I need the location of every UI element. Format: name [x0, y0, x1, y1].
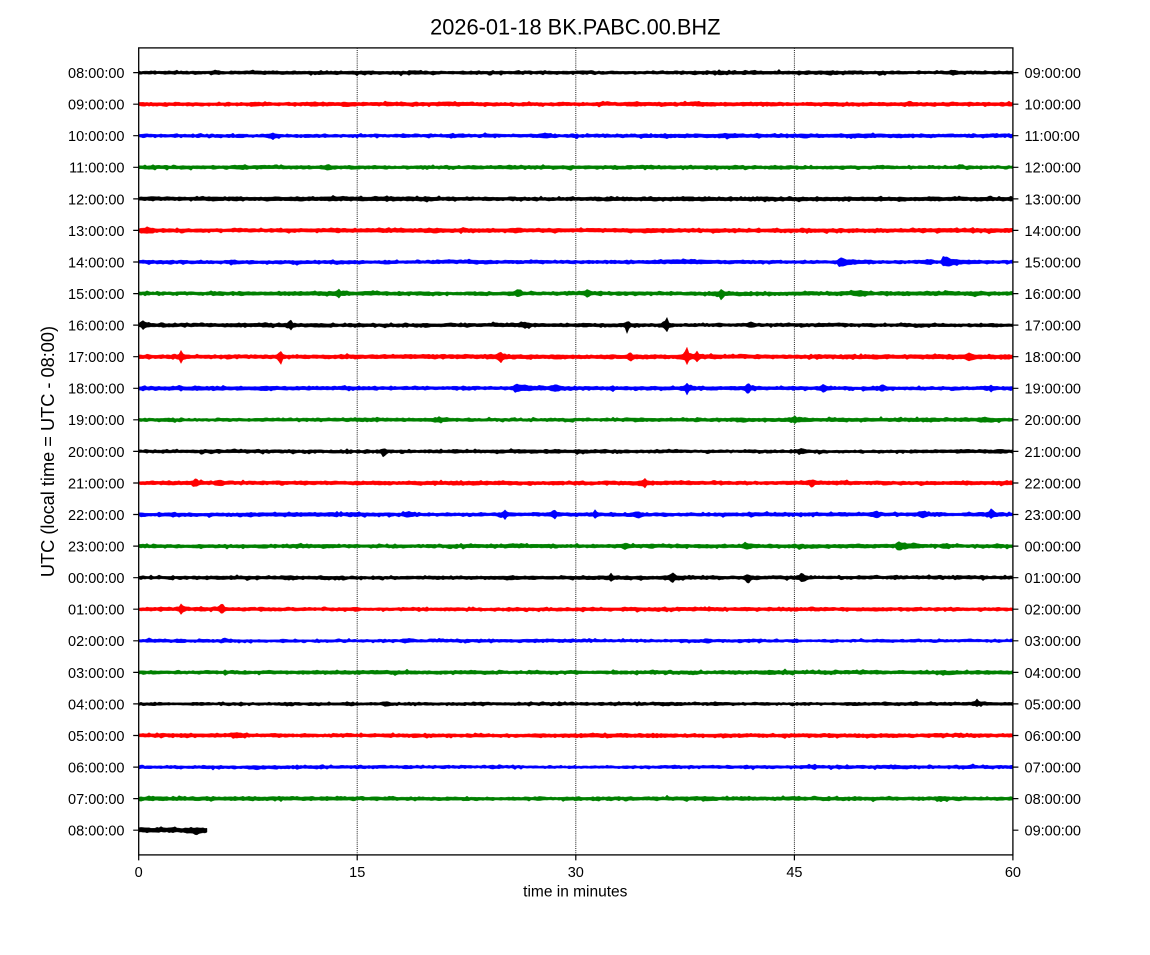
svg-text:07:00:00: 07:00:00 — [1025, 761, 1081, 777]
svg-text:14:00:00: 14:00:00 — [1025, 224, 1081, 240]
svg-text:15:00:00: 15:00:00 — [68, 287, 124, 303]
svg-text:14:00:00: 14:00:00 — [68, 255, 124, 271]
svg-text:17:00:00: 17:00:00 — [1025, 319, 1081, 335]
svg-text:60: 60 — [1005, 865, 1021, 881]
svg-text:15: 15 — [349, 865, 365, 881]
svg-text:15:00:00: 15:00:00 — [1025, 255, 1081, 271]
svg-text:12:00:00: 12:00:00 — [68, 192, 124, 208]
svg-text:06:00:00: 06:00:00 — [1025, 729, 1081, 745]
svg-text:22:00:00: 22:00:00 — [1025, 476, 1081, 492]
svg-text:18:00:00: 18:00:00 — [1025, 350, 1081, 366]
svg-text:13:00:00: 13:00:00 — [68, 224, 124, 240]
svg-text:08:00:00: 08:00:00 — [68, 66, 124, 82]
svg-text:05:00:00: 05:00:00 — [1025, 697, 1081, 713]
svg-text:21:00:00: 21:00:00 — [1025, 445, 1081, 461]
svg-text:09:00:00: 09:00:00 — [68, 98, 124, 114]
svg-text:2026-01-18 BK.PABC.00.BHZ: 2026-01-18 BK.PABC.00.BHZ — [430, 15, 720, 40]
svg-text:19:00:00: 19:00:00 — [1025, 382, 1081, 398]
svg-text:18:00:00: 18:00:00 — [68, 382, 124, 398]
svg-text:00:00:00: 00:00:00 — [68, 571, 124, 587]
svg-text:time in minutes: time in minutes — [523, 883, 627, 900]
svg-text:05:00:00: 05:00:00 — [68, 729, 124, 745]
svg-text:19:00:00: 19:00:00 — [68, 413, 124, 429]
svg-text:04:00:00: 04:00:00 — [68, 697, 124, 713]
svg-text:09:00:00: 09:00:00 — [1025, 824, 1081, 840]
svg-text:10:00:00: 10:00:00 — [68, 129, 124, 145]
svg-text:13:00:00: 13:00:00 — [1025, 192, 1081, 208]
svg-text:23:00:00: 23:00:00 — [68, 540, 124, 556]
svg-text:17:00:00: 17:00:00 — [68, 350, 124, 366]
svg-text:00:00:00: 00:00:00 — [1025, 540, 1081, 556]
svg-text:02:00:00: 02:00:00 — [1025, 603, 1081, 619]
svg-text:30: 30 — [568, 865, 584, 881]
svg-text:10:00:00: 10:00:00 — [1025, 98, 1081, 114]
svg-text:08:00:00: 08:00:00 — [68, 824, 124, 840]
svg-text:02:00:00: 02:00:00 — [68, 634, 124, 650]
svg-text:22:00:00: 22:00:00 — [68, 508, 124, 524]
svg-text:03:00:00: 03:00:00 — [68, 666, 124, 682]
svg-text:21:00:00: 21:00:00 — [68, 476, 124, 492]
svg-text:11:00:00: 11:00:00 — [1025, 129, 1080, 145]
svg-text:23:00:00: 23:00:00 — [1025, 508, 1081, 524]
svg-text:01:00:00: 01:00:00 — [1025, 571, 1081, 587]
svg-text:07:00:00: 07:00:00 — [68, 792, 124, 808]
svg-text:08:00:00: 08:00:00 — [1025, 792, 1081, 808]
svg-text:06:00:00: 06:00:00 — [68, 761, 124, 777]
svg-text:0: 0 — [135, 865, 143, 881]
svg-text:20:00:00: 20:00:00 — [68, 445, 124, 461]
svg-text:16:00:00: 16:00:00 — [68, 319, 124, 335]
svg-text:03:00:00: 03:00:00 — [1025, 634, 1081, 650]
svg-text:04:00:00: 04:00:00 — [1025, 666, 1081, 682]
svg-text:UTC (local time = UTC - 08:00): UTC (local time = UTC - 08:00) — [38, 326, 58, 577]
svg-text:20:00:00: 20:00:00 — [1025, 413, 1081, 429]
svg-text:45: 45 — [786, 865, 802, 881]
svg-text:16:00:00: 16:00:00 — [1025, 287, 1081, 303]
svg-text:01:00:00: 01:00:00 — [68, 603, 124, 619]
svg-text:11:00:00: 11:00:00 — [69, 161, 124, 177]
svg-text:09:00:00: 09:00:00 — [1025, 66, 1081, 82]
svg-text:12:00:00: 12:00:00 — [1025, 161, 1081, 177]
